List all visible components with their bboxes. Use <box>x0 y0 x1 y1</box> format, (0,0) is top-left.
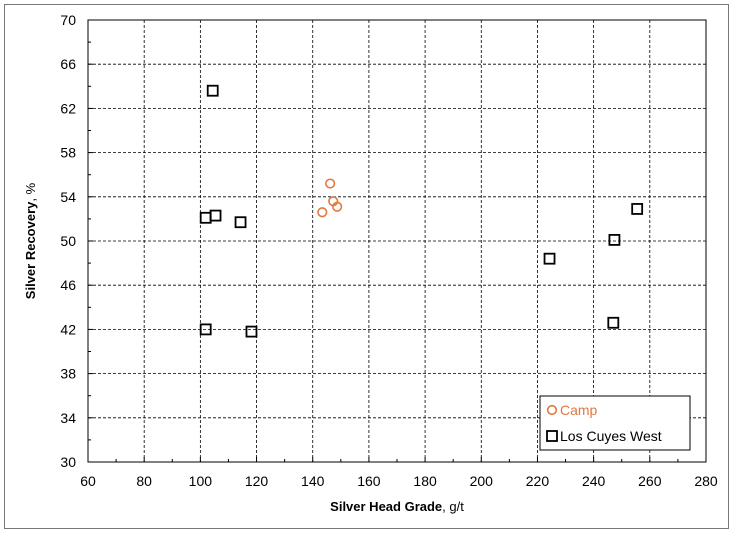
x-tick-label: 180 <box>413 473 437 489</box>
x-tick-label: 120 <box>245 473 269 489</box>
y-tick-label: 50 <box>60 233 76 249</box>
legend-item: Los Cuyes West <box>546 428 662 444</box>
data-point-los-cuyes-west <box>234 216 247 229</box>
y-tick-label: 54 <box>60 189 76 205</box>
data-point-camp <box>546 404 558 416</box>
y-axis-title-main: Silver Recovery <box>23 201 38 299</box>
data-point-camp <box>325 178 336 189</box>
y-tick-label: 30 <box>60 454 76 470</box>
data-point-los-cuyes-west <box>543 252 556 265</box>
data-point-los-cuyes-west <box>608 233 621 246</box>
x-tick-label: 140 <box>301 473 325 489</box>
x-tick-label: 280 <box>694 473 718 489</box>
series-los-cuyes-west <box>199 84 644 338</box>
y-axis-title-unit: , % <box>23 182 38 201</box>
series-camp <box>317 178 343 218</box>
x-axis-title-main: Silver Head Grade <box>330 499 442 514</box>
x-tick-label: 240 <box>582 473 606 489</box>
y-tick-label: 62 <box>60 100 76 116</box>
x-axis-title: Silver Head Grade, g/t <box>330 499 464 514</box>
x-tick-label: 220 <box>526 473 550 489</box>
data-point-camp <box>317 207 328 218</box>
data-point-camp <box>332 201 343 212</box>
legend-label: Los Cuyes West <box>560 428 662 444</box>
data-point-los-cuyes-west <box>607 316 620 329</box>
data-point-los-cuyes-west <box>206 84 219 97</box>
x-tick-label: 160 <box>357 473 381 489</box>
chart-frame <box>4 4 729 529</box>
x-tick-label: 60 <box>80 473 96 489</box>
legend-box <box>539 395 691 451</box>
x-tick-label: 260 <box>638 473 662 489</box>
data-point-los-cuyes-west <box>245 325 258 338</box>
data-point-los-cuyes-west <box>631 203 644 215</box>
y-tick-label: 46 <box>60 277 76 293</box>
legend-item: Camp <box>546 402 598 418</box>
data-point-los-cuyes-west <box>199 211 212 224</box>
x-axis-title-unit: , g/t <box>442 499 464 514</box>
data-point-los-cuyes-west <box>546 430 558 442</box>
x-tick-label: 80 <box>136 473 152 489</box>
y-tick-label: 70 <box>60 12 76 28</box>
y-tick-label: 66 <box>60 56 76 72</box>
y-tick-label: 38 <box>60 366 76 382</box>
data-point-los-cuyes-west <box>209 209 222 222</box>
y-axis-title: Silver Recovery, % <box>23 182 38 299</box>
data-point-los-cuyes-west <box>199 323 212 336</box>
x-tick-label: 200 <box>470 473 494 489</box>
legend-label: Camp <box>560 402 598 418</box>
y-tick-label: 58 <box>60 145 76 161</box>
x-tick-label: 100 <box>189 473 213 489</box>
legend: Camp Los Cuyes West <box>539 395 691 451</box>
y-tick-label: 42 <box>60 321 76 337</box>
y-tick-label: 34 <box>60 410 76 426</box>
